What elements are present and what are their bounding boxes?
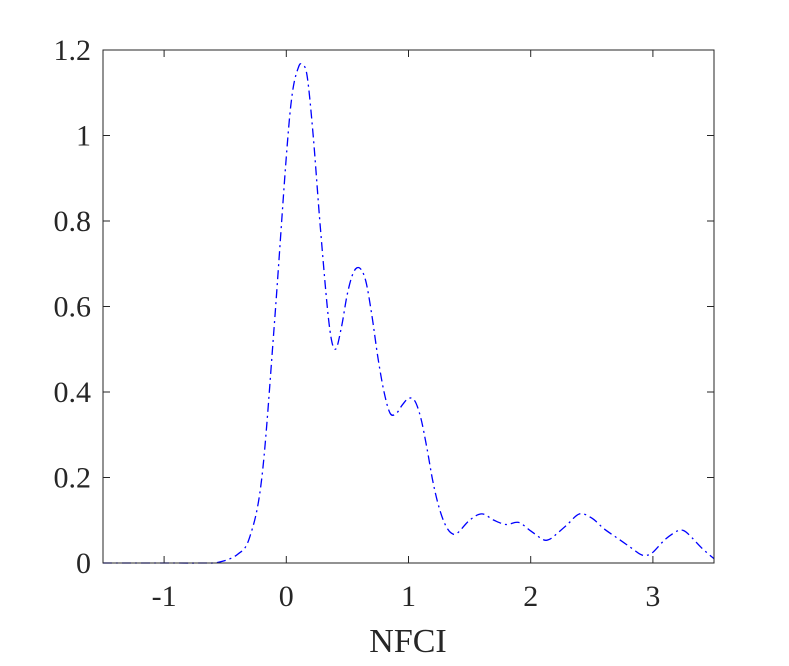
x-tick-label: 2 [523,580,538,613]
x-axis-ticks: -1 0 1 2 3 [152,50,660,613]
x-tick-label: 0 [279,580,294,613]
x-tick-label: -1 [152,580,177,613]
y-tick-label: 0.8 [54,205,92,238]
y-axis-ticks: 0 0.2 0.4 0.6 0.8 1 1.2 [54,34,714,580]
plot-box [102,49,715,564]
y-tick-label: 0.6 [54,291,92,324]
y-tick-label: 0.4 [54,376,92,409]
x-tick-label: 3 [645,580,660,613]
plot-background [103,50,714,563]
density-line [102,63,715,564]
y-tick-label: 1 [76,120,91,153]
y-tick-label: 0 [76,547,91,580]
x-tick-label: 1 [401,580,416,613]
x-axis-label: NFCI [369,623,446,660]
y-tick-label: 1.2 [54,34,92,67]
y-tick-label: 0.2 [54,462,92,495]
